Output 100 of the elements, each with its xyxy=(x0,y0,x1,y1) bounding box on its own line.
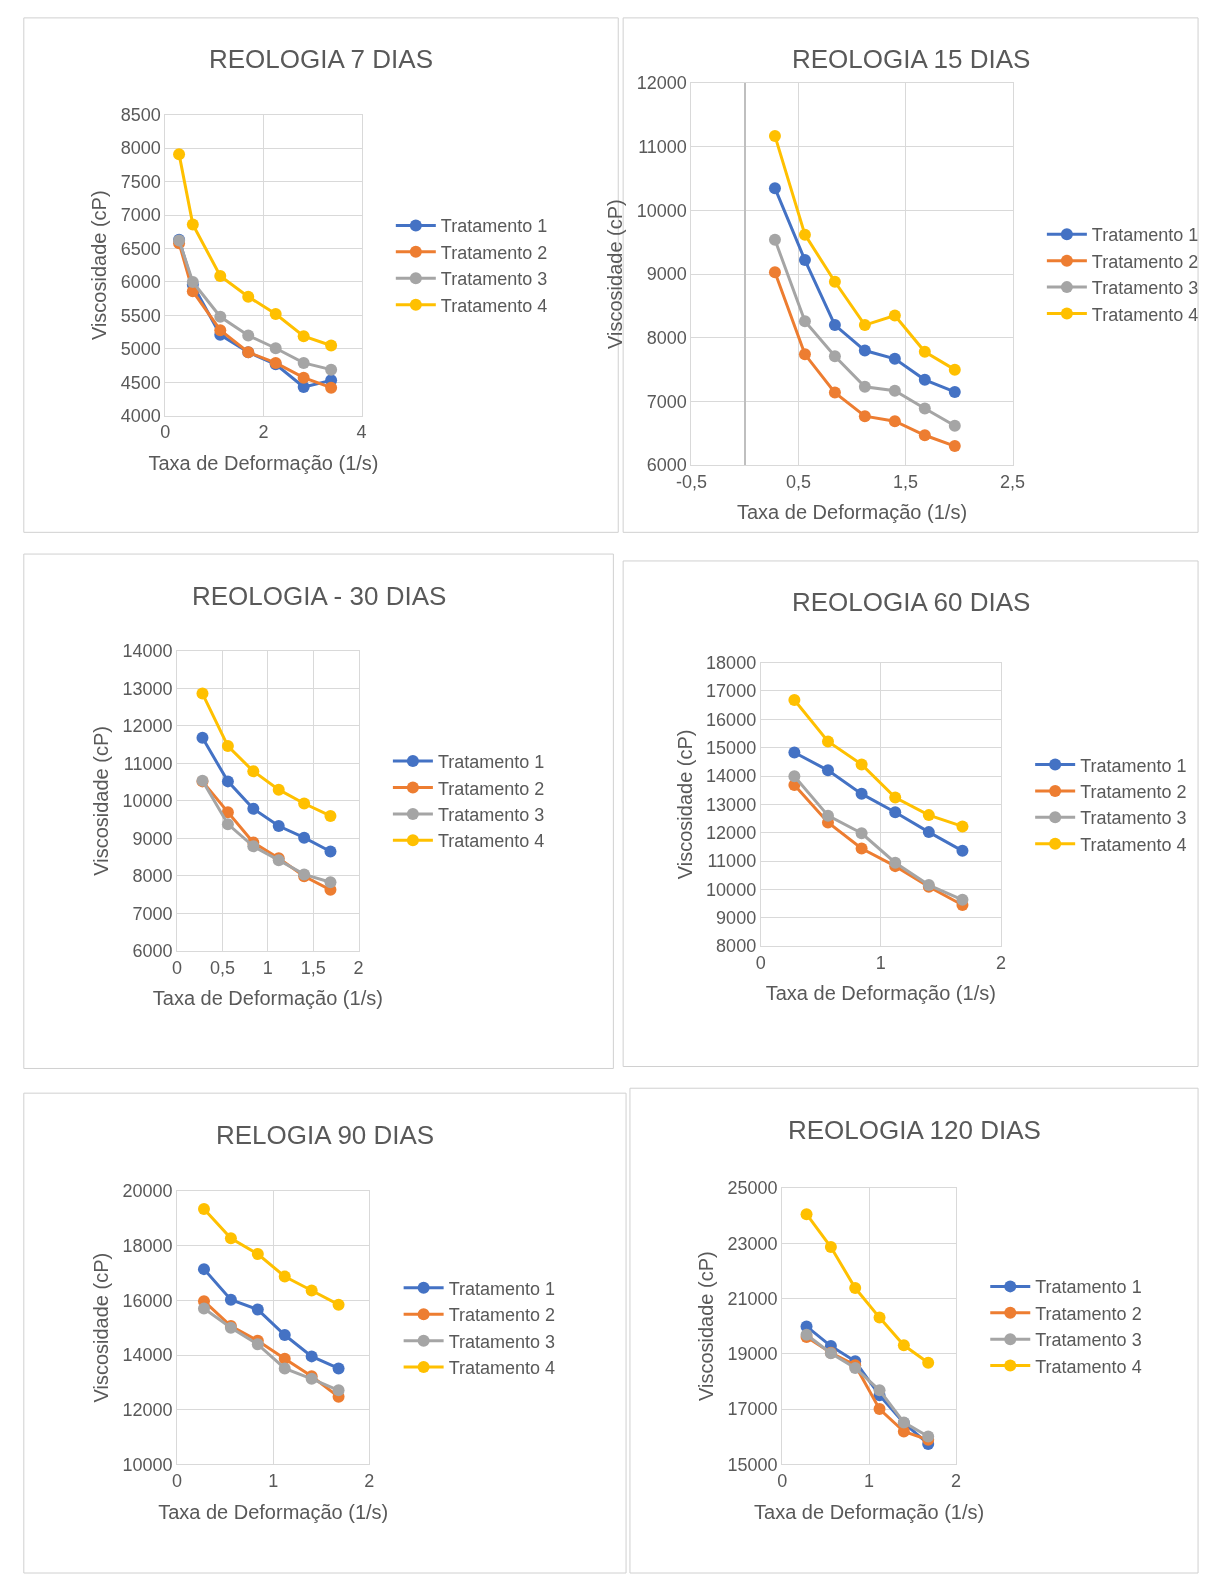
y-axis-title: Viscosidade (cP) xyxy=(89,726,112,876)
point xyxy=(278,1270,291,1283)
y-axis-title: Viscosidade (cP) xyxy=(88,190,111,341)
legend-label: Tratamento 1 xyxy=(1080,755,1187,776)
y-tick-label: 8000 xyxy=(132,866,173,887)
point xyxy=(788,694,801,707)
x-tick-label: 0 xyxy=(172,1471,183,1492)
y-tick-label: 20000 xyxy=(122,1181,173,1202)
point xyxy=(956,893,969,906)
y-tick-label: 15000 xyxy=(727,1454,778,1475)
point xyxy=(855,758,868,771)
legend-label: Tratamento 2 xyxy=(1091,251,1199,272)
point xyxy=(173,148,186,161)
y-tick-label: 8000 xyxy=(716,936,757,957)
point xyxy=(888,415,901,428)
y-tick-label: 6000 xyxy=(132,941,173,962)
legend-label: Tratamento 4 xyxy=(437,831,545,852)
y-tick-label: 7000 xyxy=(120,205,161,226)
point xyxy=(197,1263,210,1276)
x-tick-label: 1 xyxy=(875,952,886,973)
x-tick-label: 4 xyxy=(356,422,367,443)
point xyxy=(186,218,199,231)
point xyxy=(305,1284,318,1297)
point xyxy=(242,290,255,303)
point xyxy=(325,339,338,352)
y-tick-label: 5500 xyxy=(120,305,161,326)
point xyxy=(196,731,209,744)
point xyxy=(956,844,969,857)
y-tick-label: 9000 xyxy=(646,264,687,285)
point xyxy=(788,746,801,759)
point xyxy=(332,1298,345,1311)
point xyxy=(768,233,781,246)
point xyxy=(849,1282,862,1295)
point xyxy=(242,329,255,342)
legend-label: Tratamento 1 xyxy=(1091,225,1199,246)
y-tick-label: 7000 xyxy=(132,903,173,924)
point xyxy=(272,783,285,796)
legend-label: Tratamento 3 xyxy=(1091,278,1199,299)
y-tick-label: 6000 xyxy=(120,272,161,293)
legend-label: Tratamento 1 xyxy=(440,216,548,237)
y-tick-label: 9000 xyxy=(132,828,173,849)
y-tick-label: 7500 xyxy=(120,171,161,192)
legend-label: Tratamento 1 xyxy=(437,752,545,773)
point xyxy=(821,809,834,822)
point xyxy=(828,350,841,363)
point xyxy=(798,348,811,361)
y-tick-label: 12000 xyxy=(706,822,757,843)
point xyxy=(247,802,260,815)
y-tick-label: 12000 xyxy=(122,1400,173,1421)
y-tick-label: 10000 xyxy=(122,791,173,812)
point xyxy=(297,371,310,384)
x-axis-title: Taxa de Deformação (1/s) xyxy=(148,451,379,474)
x-tick-label: 0 xyxy=(777,1471,788,1492)
point xyxy=(197,1202,210,1215)
point xyxy=(855,827,868,840)
x-tick-label: 2 xyxy=(353,957,364,978)
point xyxy=(224,1232,237,1245)
point xyxy=(768,182,781,195)
point xyxy=(278,1362,291,1375)
x-tick-label: 2,5 xyxy=(1000,471,1026,492)
x-tick-label: 1,5 xyxy=(893,471,919,492)
x-axis-title: Taxa de Deformação (1/s) xyxy=(736,501,968,524)
point xyxy=(918,429,931,442)
legend-label: Tratamento 1 xyxy=(1035,1277,1142,1298)
point xyxy=(824,1241,837,1254)
y-axis-title: Viscosidade (cP) xyxy=(695,1251,718,1402)
y-tick-label: 25000 xyxy=(727,1178,778,1199)
y-tick-label: 10000 xyxy=(122,1454,173,1475)
point xyxy=(821,764,834,777)
y-tick-label: 16000 xyxy=(706,709,757,730)
point xyxy=(221,775,234,788)
chart-title: REOLOGIA 60 DIAS xyxy=(792,587,1031,617)
x-tick-label: 2 xyxy=(950,1471,961,1492)
legend-label: Tratamento 2 xyxy=(448,1305,556,1326)
point xyxy=(888,352,901,365)
y-tick-label: 8500 xyxy=(120,104,161,125)
x-tick-label: 1 xyxy=(262,957,273,978)
x-axis-title: Taxa de Deformação (1/s) xyxy=(765,982,996,1005)
y-tick-label: 16000 xyxy=(122,1290,173,1311)
y-tick-label: 7000 xyxy=(646,391,687,412)
point xyxy=(324,809,337,822)
point xyxy=(918,402,931,415)
point xyxy=(251,1303,264,1316)
point xyxy=(948,440,961,453)
point xyxy=(821,735,834,748)
x-tick-label: 0 xyxy=(172,957,183,978)
point xyxy=(324,845,337,858)
chart-title: REOLOGIA 7 DIAS xyxy=(209,44,433,74)
point xyxy=(269,342,282,355)
x-tick-label: 0 xyxy=(755,952,766,973)
point xyxy=(269,308,282,321)
legend-label: Tratamento 3 xyxy=(1035,1330,1142,1351)
point xyxy=(221,806,234,819)
point xyxy=(298,831,311,844)
point xyxy=(828,275,841,288)
point xyxy=(873,1311,886,1324)
point xyxy=(768,266,781,279)
point xyxy=(788,770,801,783)
y-tick-label: 11000 xyxy=(123,753,173,774)
point xyxy=(768,129,781,142)
